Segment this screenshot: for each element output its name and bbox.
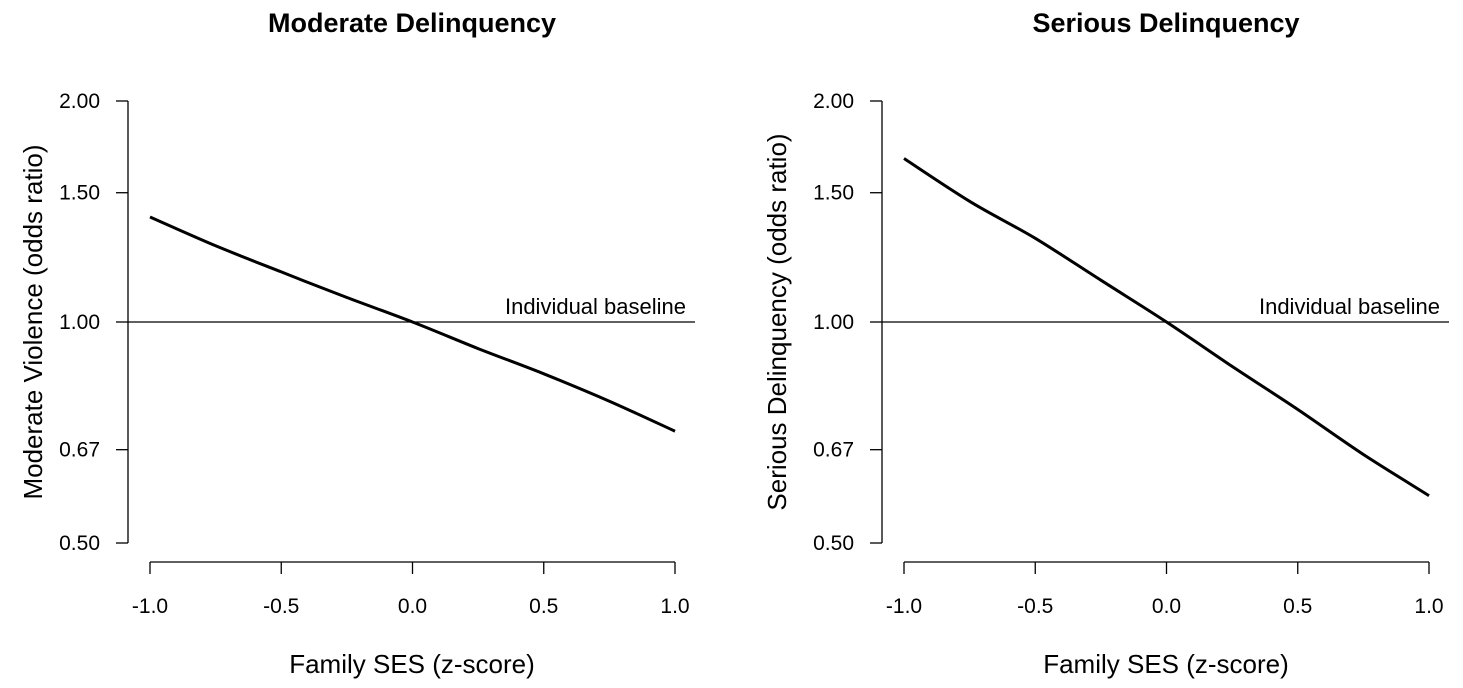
y-tick-label: 2.00 <box>59 90 100 113</box>
chart-title: Serious Delinquency <box>1032 8 1299 38</box>
baseline-label: Individual baseline <box>505 294 686 319</box>
y-tick-label: 0.67 <box>813 439 854 462</box>
y-tick-label: 1.00 <box>813 311 854 334</box>
series-line-1 <box>903 157 1430 497</box>
x-tick-label: 0.0 <box>1152 595 1181 618</box>
x-tick-label: 0.5 <box>529 595 558 618</box>
x-tick-label: -1.0 <box>886 595 922 618</box>
y-tick-label: 1.00 <box>59 311 100 334</box>
chart-title: Moderate Delinquency <box>268 8 556 38</box>
series-line-1 <box>149 215 676 433</box>
baseline-label: Individual baseline <box>1259 294 1440 319</box>
x-tick-label: -0.5 <box>1017 595 1053 618</box>
y-tick-label: 0.50 <box>813 532 854 555</box>
x-tick-label: -0.5 <box>263 595 299 618</box>
y-axis-label: Serious Delinquency (odds ratio) <box>762 133 792 510</box>
x-tick-label: 1.0 <box>1414 595 1443 618</box>
y-tick-label: 2.00 <box>813 90 854 113</box>
x-axis-label: Family SES (z-score) <box>289 649 535 679</box>
y-tick-label: 1.50 <box>59 182 100 205</box>
x-tick-label: 1.0 <box>660 595 689 618</box>
chart-panel-2: Serious Delinquency 0.50 0.67 1.00 1.50 2.00 -… <box>762 8 1449 679</box>
x-tick-label: 0.5 <box>1283 595 1312 618</box>
y-tick-label: 1.50 <box>813 182 854 205</box>
x-tick-label: -1.0 <box>132 595 168 618</box>
y-tick-label: 0.67 <box>59 439 100 462</box>
x-tick-label: 0.0 <box>398 595 427 618</box>
chart-panel-1: Moderate Delinquency 0.50 0.67 1.00 1.50 2.00… <box>18 8 695 679</box>
x-axis-label: Family SES (z-score) <box>1043 649 1289 679</box>
y-axis-label: Moderate Violence (odds ratio) <box>18 144 48 499</box>
y-tick-label: 0.50 <box>59 532 100 555</box>
